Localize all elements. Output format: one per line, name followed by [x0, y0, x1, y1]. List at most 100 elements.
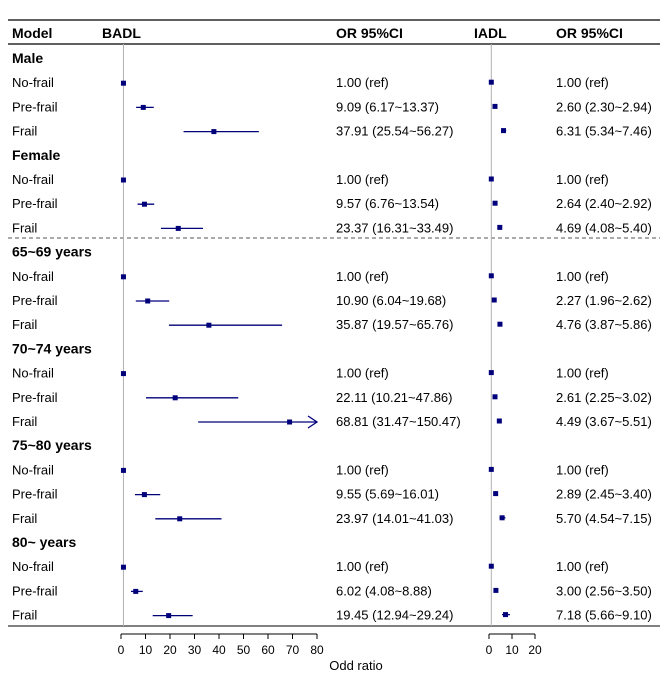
- iadl-point: [488, 79, 494, 85]
- iadl-or-text: 7.18 (5.66~9.10): [556, 608, 652, 623]
- badl-point: [211, 129, 217, 135]
- badl-tick-label: 10: [139, 643, 153, 657]
- group-title: 75~80 years: [12, 437, 92, 453]
- iadl-point: [501, 128, 507, 134]
- iadl-or-text: 2.27 (1.96~2.62): [556, 293, 652, 308]
- badl-or-text: 1.00 (ref): [336, 75, 389, 90]
- iadl-point: [488, 273, 494, 279]
- iadl-point: [488, 563, 494, 569]
- badl-or-text: 37.91 (25.54~56.27): [336, 124, 453, 139]
- badl-or-text: 23.97 (14.01~41.03): [336, 511, 453, 526]
- badl-or-text: 1.00 (ref): [336, 366, 389, 381]
- iadl-or-text: 2.89 (2.45~3.40): [556, 487, 652, 502]
- badl-point: [120, 80, 126, 86]
- row-label: Frail: [12, 414, 37, 429]
- badl-or-text: 9.09 (6.17~13.37): [336, 99, 439, 114]
- iadl-point: [493, 491, 499, 497]
- row-label: No-frail: [12, 269, 54, 284]
- badl-point: [120, 177, 126, 183]
- badl-or-text: 1.00 (ref): [336, 559, 389, 574]
- row-label: No-frail: [12, 75, 54, 90]
- iadl-or-text: 2.60 (2.30~2.94): [556, 99, 652, 114]
- header-iadl: IADL: [474, 25, 507, 41]
- badl-or-text: 68.81 (31.47~150.47): [336, 414, 461, 429]
- group-title: 65~69 years: [12, 244, 92, 260]
- iadl-or-text: 3.00 (2.56~3.50): [556, 583, 652, 598]
- badl-tick-label: 50: [237, 643, 251, 657]
- iadl-point: [499, 515, 505, 521]
- iadl-or-text: 5.70 (4.54~7.15): [556, 511, 652, 526]
- iadl-point: [497, 321, 503, 327]
- iadl-or-text: 6.31 (5.34~7.46): [556, 124, 652, 139]
- badl-point: [172, 395, 178, 401]
- iadl-point: [488, 466, 494, 472]
- badl-point: [141, 492, 147, 498]
- badl-or-text: 9.57 (6.76~13.54): [336, 196, 439, 211]
- badl-tick-label: 80: [310, 643, 324, 657]
- group-title: Male: [12, 50, 43, 66]
- badl-point: [287, 419, 293, 425]
- badl-point: [206, 322, 212, 328]
- row-label: No-frail: [12, 366, 54, 381]
- iadl-point: [492, 103, 498, 109]
- badl-or-text: 6.02 (4.08~8.88): [336, 583, 432, 598]
- header-badl-or: OR 95%CI: [336, 25, 403, 41]
- badl-point: [120, 371, 126, 377]
- iadl-point: [488, 176, 494, 182]
- header-iadl-or: OR 95%CI: [556, 25, 623, 41]
- iadl-point: [488, 370, 494, 376]
- row-label: Frail: [12, 608, 37, 623]
- row-label: Pre-frail: [12, 583, 58, 598]
- badl-or-text: 35.87 (19.57~65.76): [336, 317, 453, 332]
- badl-or-text: 22.11 (10.21~47.86): [336, 390, 453, 405]
- iadl-tick-label: 20: [528, 643, 542, 657]
- badl-point: [145, 298, 151, 304]
- row-label: Pre-frail: [12, 293, 58, 308]
- iadl-or-text: 1.00 (ref): [556, 75, 609, 90]
- badl-tick-label: 70: [286, 643, 300, 657]
- badl-or-text: 23.37 (16.31~33.49): [336, 220, 453, 235]
- header-badl: BADL: [102, 25, 141, 41]
- rows-layer: Male No-frail 1.00 (ref) 1.00 (ref) Pre-frai…: [12, 50, 652, 623]
- row-label: Frail: [12, 317, 37, 332]
- iadl-or-text: 1.00 (ref): [556, 172, 609, 187]
- iadl-point: [496, 418, 502, 424]
- iadl-or-text: 1.00 (ref): [556, 462, 609, 477]
- badl-or-text: 10.90 (6.04~19.68): [336, 293, 446, 308]
- iadl-or-text: 2.64 (2.40~2.92): [556, 196, 652, 211]
- row-label: Pre-frail: [12, 487, 58, 502]
- badl-point: [120, 467, 126, 473]
- badl-or-text: 1.00 (ref): [336, 462, 389, 477]
- badl-or-text: 1.00 (ref): [336, 269, 389, 284]
- iadl-tick-label: 0: [486, 643, 493, 657]
- row-label: No-frail: [12, 172, 54, 187]
- badl-or-text: 19.45 (12.94~29.24): [336, 608, 453, 623]
- iadl-or-text: 1.00 (ref): [556, 366, 609, 381]
- row-label: No-frail: [12, 462, 54, 477]
- axes-layer: 0 10 20 30 40 50 60 70 80 0 10 20: [118, 633, 542, 657]
- iadl-or-text: 1.00 (ref): [556, 559, 609, 574]
- badl-tick-label: 60: [261, 643, 275, 657]
- badl-point: [140, 104, 146, 110]
- row-label: Pre-frail: [12, 390, 58, 405]
- row-label: Frail: [12, 220, 37, 235]
- group-title: Female: [12, 147, 60, 163]
- row-label: Pre-frail: [12, 196, 58, 211]
- badl-tick-label: 20: [163, 643, 177, 657]
- badl-tick-label: 0: [118, 643, 125, 657]
- iadl-point: [493, 587, 499, 593]
- iadl-point: [497, 224, 503, 230]
- badl-ci-arrow: [307, 415, 319, 429]
- iadl-or-text: 2.61 (2.25~3.02): [556, 390, 652, 405]
- group-title: 70~74 years: [12, 340, 92, 356]
- iadl-or-text: 1.00 (ref): [556, 269, 609, 284]
- badl-or-text: 9.55 (5.69~16.01): [336, 487, 439, 502]
- iadl-point: [492, 200, 498, 206]
- iadl-or-text: 4.49 (3.67~5.51): [556, 414, 652, 429]
- badl-point: [166, 613, 172, 619]
- group-title: 80~ years: [12, 534, 76, 550]
- badl-point: [133, 588, 139, 594]
- row-label: Frail: [12, 511, 37, 526]
